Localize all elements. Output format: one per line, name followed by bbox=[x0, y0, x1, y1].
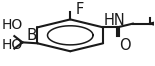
Text: HN: HN bbox=[104, 13, 126, 28]
Text: F: F bbox=[75, 2, 84, 17]
Text: HO: HO bbox=[2, 38, 23, 52]
Text: B: B bbox=[26, 28, 37, 43]
Text: O: O bbox=[119, 38, 130, 53]
Text: HO: HO bbox=[2, 18, 23, 32]
